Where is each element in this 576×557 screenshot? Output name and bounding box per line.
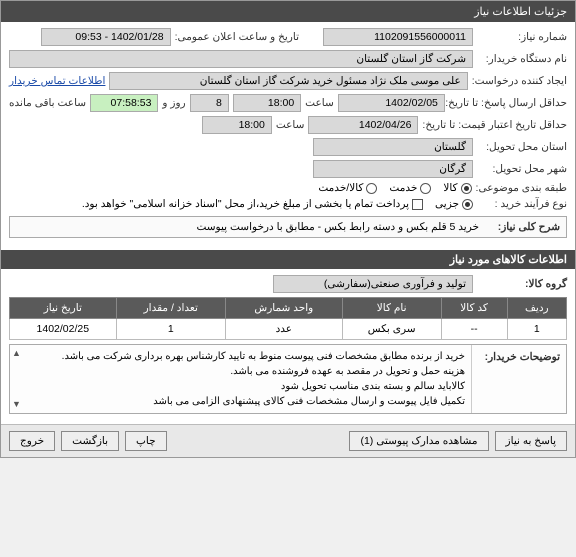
notes-content: ▲ خرید از برنده مطابق مشخصات فنی پیوست م…	[10, 345, 471, 413]
desc-label: شرح کلی نیاز:	[485, 221, 560, 233]
notes-label: توضیحات خریدار:	[471, 345, 566, 413]
contact-link[interactable]: اطلاعات تماس خریدار	[9, 75, 105, 87]
items-section: گروه کالا: تولید و فرآوری صنعتی(سفارشی) …	[1, 269, 575, 424]
attachments-button[interactable]: مشاهده مدارک پیوستی (1)	[349, 431, 488, 451]
titlebar: جزئیات اطلاعات نیاز	[1, 1, 575, 22]
group-label: گروه کالا:	[477, 278, 567, 290]
purchase-type-group: جزیی پرداخت تمام یا بخشی از مبلغ خرید،از…	[82, 198, 473, 210]
pub-datetime-field: 1402/01/28 - 09:53	[41, 28, 171, 46]
footer-spacer	[173, 431, 344, 451]
deadline-label: حداقل ارسال پاسخ: تا تاریخ:	[449, 97, 567, 109]
cat-service-label: خدمت	[389, 182, 417, 194]
days-left-field: 8	[190, 94, 229, 112]
radio-icon	[420, 183, 431, 194]
td-name: سری بکس	[342, 319, 441, 340]
th-qty: تعداد / مقدار	[116, 298, 225, 319]
cat-goods-option[interactable]: کالا	[443, 182, 471, 194]
creator-label: ایجاد کننده درخواست:	[472, 75, 567, 87]
cat-both-option[interactable]: کالا/خدمت	[318, 182, 377, 194]
day-label: روز و	[162, 97, 185, 109]
pub-datetime-label: تاریخ و ساعت اعلان عمومی:	[175, 31, 299, 43]
buyer-field: شرکت گاز استان گلستان	[9, 50, 473, 68]
td-row: 1	[507, 319, 566, 340]
checkbox-icon[interactable]	[412, 199, 423, 210]
exit-button[interactable]: خروج	[9, 431, 55, 451]
th-date: تاریخ نیاز	[10, 298, 117, 319]
group-field: تولید و فرآوری صنعتی(سفارشی)	[273, 275, 473, 293]
cat-goods-label: کالا	[443, 182, 457, 194]
th-name: نام کالا	[342, 298, 441, 319]
purchase-type-label: نوع فرآیند خرید :	[477, 198, 567, 210]
footer: پاسخ به نیاز مشاهده مدارک پیوستی (1) چاپ…	[1, 424, 575, 457]
pt-partial-option[interactable]: جزیی	[435, 198, 473, 210]
remaining-label: ساعت باقی مانده	[9, 97, 86, 109]
pt-note-option: پرداخت تمام یا بخشی از مبلغ خرید،از محل …	[82, 198, 423, 210]
deadline-date-field: 1402/02/05	[338, 94, 445, 112]
validity-hour-field: 18:00	[202, 116, 272, 134]
deadline-hour-field: 18:00	[233, 94, 301, 112]
respond-button[interactable]: پاسخ به نیاز	[495, 431, 567, 451]
items-header: اطلاعات کالاهای مورد نیاز	[1, 250, 575, 269]
details-window: جزئیات اطلاعات نیاز شماره نیاز: 11020915…	[0, 0, 576, 458]
th-row: ردیف	[507, 298, 566, 319]
province-label: استان محل تحویل:	[477, 141, 567, 153]
need-no-label: شماره نیاز:	[477, 31, 567, 43]
table-row[interactable]: 1 -- سری بکس عدد 1 1402/02/25	[10, 319, 567, 340]
td-code: --	[441, 319, 507, 340]
city-field: گرگان	[313, 160, 473, 178]
buyer-label: نام دستگاه خریدار:	[477, 53, 567, 65]
td-unit: عدد	[225, 319, 342, 340]
table-header-row: ردیف کد کالا نام کالا واحد شمارش تعداد /…	[10, 298, 567, 319]
city-label: شهر محل تحویل:	[477, 163, 567, 175]
back-button[interactable]: بازگشت	[61, 431, 119, 451]
hour-label-1: ساعت	[305, 97, 334, 109]
validity-date-field: 1402/04/26	[308, 116, 418, 134]
need-no-field: 1102091556000011	[323, 28, 473, 46]
hour-label-2: ساعت	[276, 119, 305, 131]
pt-note-label: پرداخت تمام یا بخشی از مبلغ خرید،از محل …	[82, 198, 409, 210]
th-unit: واحد شمارش	[225, 298, 342, 319]
window-title: جزئیات اطلاعات نیاز	[474, 5, 567, 18]
print-button[interactable]: چاپ	[125, 431, 167, 451]
validity-label: حداقل تاریخ اعتبار قیمت: تا تاریخ:	[422, 119, 567, 131]
cat-both-label: کالا/خدمت	[318, 182, 363, 194]
th-code: کد کالا	[441, 298, 507, 319]
scroll-up-icon[interactable]: ▲	[12, 347, 21, 361]
desc-content: خرید 5 قلم بکس و دسته رابط بکس - مطابق ب…	[16, 221, 479, 233]
form-section: شماره نیاز: 1102091556000011 تاریخ و ساع…	[1, 22, 575, 250]
creator-field: علی موسی ملک نژاد مسئول خرید شرکت گاز اس…	[109, 72, 467, 90]
countdown-field: 07:58:53	[90, 94, 158, 112]
radio-checked-icon	[462, 199, 473, 210]
buyer-notes-box: توضیحات خریدار: ▲ خرید از برنده مطابق مش…	[9, 344, 567, 414]
category-label: طبقه بندی موضوعی:	[476, 182, 567, 194]
cat-service-option[interactable]: خدمت	[389, 182, 431, 194]
radio-checked-icon	[461, 183, 472, 194]
td-date: 1402/02/25	[10, 319, 117, 340]
radio-icon	[366, 183, 377, 194]
td-qty: 1	[116, 319, 225, 340]
category-radio-group: کالا خدمت کالا/خدمت	[318, 182, 471, 194]
description-box: شرح کلی نیاز: خرید 5 قلم بکس و دسته رابط…	[9, 216, 567, 238]
notes-text: خرید از برنده مطابق مشخصات فنی پیوست منو…	[16, 349, 465, 409]
scroll-down-icon[interactable]: ▼	[12, 398, 21, 412]
province-field: گلستان	[313, 138, 473, 156]
items-table: ردیف کد کالا نام کالا واحد شمارش تعداد /…	[9, 297, 567, 340]
pt-partial-label: جزیی	[435, 198, 459, 210]
